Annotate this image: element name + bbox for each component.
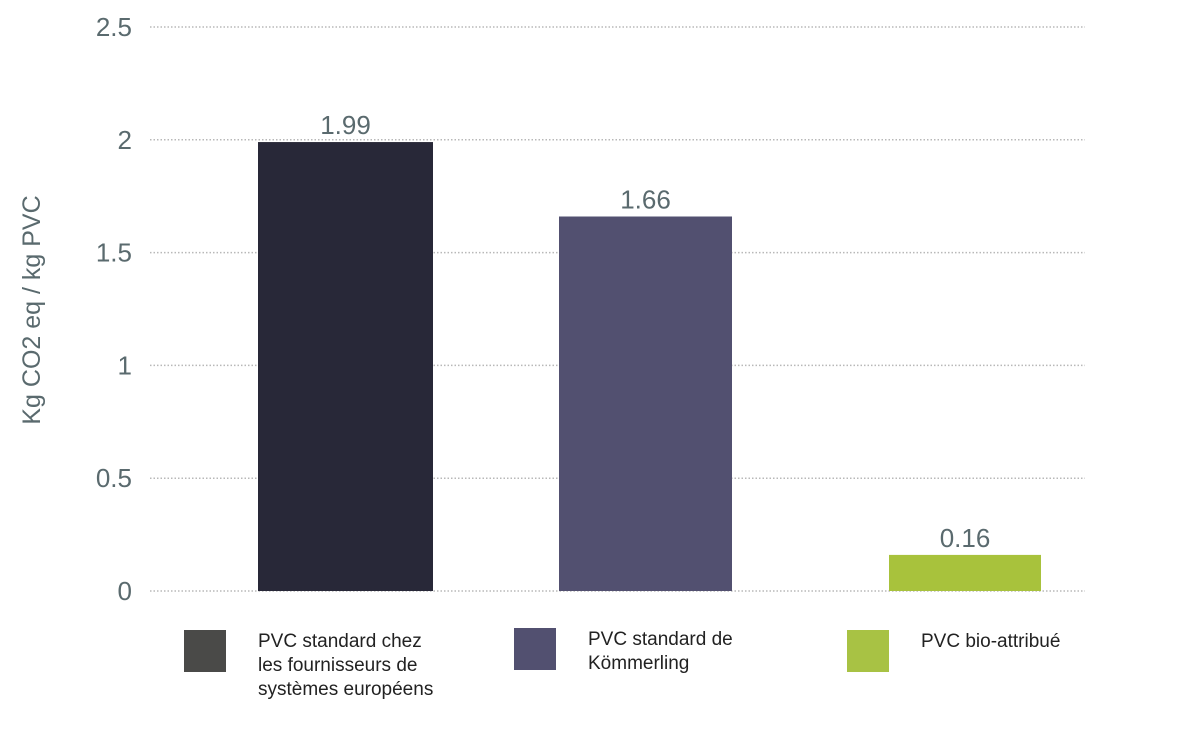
y-axis-label: Kg CO2 eq / kg PVC [18,195,46,424]
legend-swatch [514,628,556,670]
legend-item: PVC bio-attribué [847,630,1060,672]
y-tick-label: 2 [118,125,132,155]
y-tick-label: 1 [118,350,132,380]
data-label: 1.99 [320,110,371,140]
legend-label: PVC standard de Kömmerling [588,629,733,674]
y-tick-label: 2.5 [96,12,132,42]
legend-label: PVC standard chez les fournisseurs de sy… [258,631,434,700]
legend-item: PVC standard chez les fournisseurs de sy… [184,630,433,702]
bar [559,216,732,591]
y-tick-label: 1.5 [96,238,132,268]
bar [889,554,1041,591]
data-label: 0.16 [940,523,991,553]
y-tick-label: 0 [118,576,132,606]
legend-swatch [184,630,226,672]
legend-label: PVC bio-attribué [921,631,1061,652]
data-label: 1.66 [620,185,671,215]
legend-swatch [847,630,889,672]
y-tick-label: 0.5 [96,463,132,493]
legend-item: PVC standard de Kömmerling [514,628,733,676]
bar [258,142,433,591]
